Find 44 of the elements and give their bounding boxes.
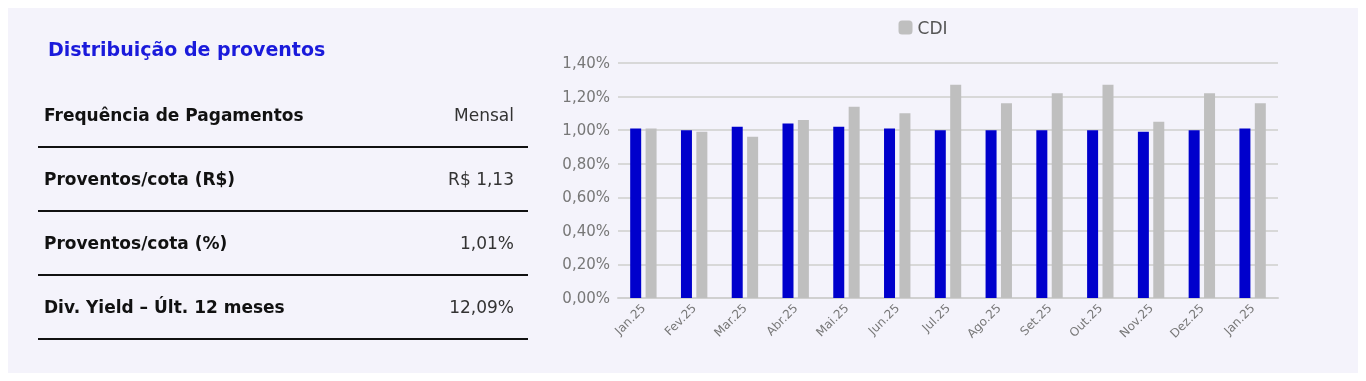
bar — [1188, 130, 1200, 298]
bar — [1153, 121, 1165, 298]
bar — [899, 113, 911, 298]
bar — [680, 130, 692, 298]
text: Div. Yield – Últ. 12 meses — [44, 297, 285, 317]
text: 1,01% — [459, 233, 514, 253]
y-tick-label: 0,40% — [562, 221, 610, 240]
bar — [630, 128, 642, 298]
bar — [1087, 130, 1099, 298]
bar — [1036, 130, 1048, 298]
y-tick-label: 0,00% — [562, 289, 610, 307]
bar — [884, 128, 896, 298]
text: Proventos/cota (%) — [44, 233, 228, 253]
bar — [985, 130, 997, 298]
text: R$ 1,13 — [448, 169, 514, 189]
y-tick-label: 0,20% — [562, 255, 610, 274]
bar — [1102, 84, 1114, 298]
y-tick-label: 1,40% — [562, 54, 610, 72]
bar — [747, 136, 759, 298]
text: Distribuição de proventos — [48, 38, 327, 60]
bar — [950, 84, 962, 298]
bar — [1254, 103, 1266, 298]
text: Mensal — [454, 105, 514, 125]
bar — [1137, 131, 1149, 298]
bar — [782, 123, 794, 298]
bar — [731, 126, 743, 298]
text: 12,09% — [449, 297, 514, 317]
bar — [934, 130, 946, 298]
y-tick-label: 0,60% — [562, 188, 610, 207]
bar — [1051, 93, 1063, 298]
bar — [1239, 128, 1251, 298]
bar — [1204, 93, 1216, 298]
bar — [797, 120, 809, 298]
bar — [833, 126, 845, 298]
legend-label: CDI — [917, 17, 948, 38]
bar — [1000, 103, 1012, 298]
y-tick-label: 0,80% — [562, 154, 610, 173]
text: Frequência de Pagamentos — [44, 105, 304, 125]
y-tick-label: 1,00% — [562, 121, 610, 140]
bar — [848, 106, 860, 298]
y-tick-label: 1,20% — [562, 87, 610, 106]
bar — [645, 128, 657, 298]
text: Proventos/cota (R$) — [44, 169, 236, 189]
bar — [696, 131, 708, 298]
